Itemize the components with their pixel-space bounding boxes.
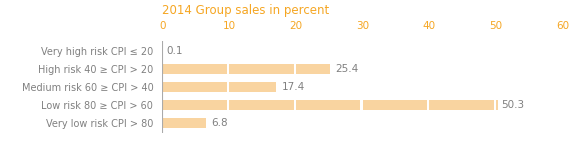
Bar <box>362 100 427 110</box>
Bar <box>162 64 227 74</box>
Bar <box>429 100 494 110</box>
Text: 25.4: 25.4 <box>335 64 358 74</box>
Bar <box>162 82 227 92</box>
Bar <box>496 100 498 110</box>
Text: 2014 Group sales in percent: 2014 Group sales in percent <box>162 4 329 17</box>
Text: 0.1: 0.1 <box>166 46 183 56</box>
Text: 17.4: 17.4 <box>282 82 305 92</box>
Bar <box>162 118 206 128</box>
Bar <box>229 82 277 92</box>
Bar <box>162 100 227 110</box>
Bar <box>229 64 294 74</box>
Bar <box>229 100 294 110</box>
Bar <box>296 64 330 74</box>
Text: 6.8: 6.8 <box>211 118 228 128</box>
Bar <box>162 46 163 56</box>
Text: 50.3: 50.3 <box>501 100 524 110</box>
Bar <box>296 100 361 110</box>
